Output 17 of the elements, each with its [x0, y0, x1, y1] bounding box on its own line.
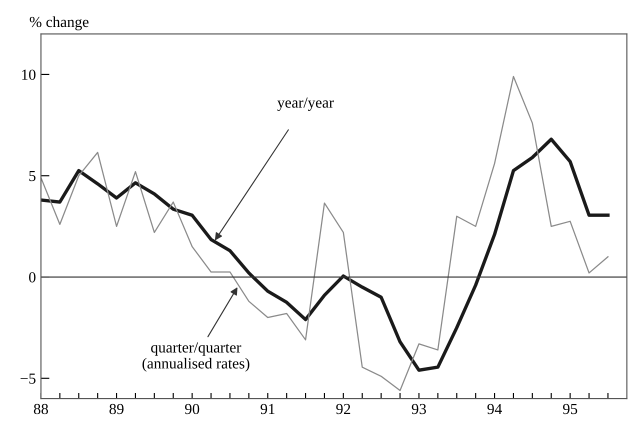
x-tick-label: 91 — [260, 404, 274, 414]
y-tick-label: −5 — [20, 374, 36, 384]
x-tick-label: 88 — [34, 404, 48, 414]
y-tick-label: 5 — [29, 171, 36, 182]
y-axis-title: % change — [30, 16, 89, 30]
annotation: quarter/quarter (annualised rates) — [142, 342, 250, 372]
x-tick-label: 90 — [185, 404, 200, 414]
x-tick-label: 95 — [563, 404, 578, 414]
x-tick-label: 89 — [109, 404, 124, 414]
annotation: year/year — [277, 98, 334, 111]
x-tick-label: 93 — [412, 404, 426, 414]
line-series — [40, 138, 610, 372]
x-tick-label: 92 — [336, 404, 350, 414]
y-tick-label: 10 — [22, 70, 36, 80]
line-series — [40, 76, 609, 392]
x-tick-label: 94 — [487, 404, 502, 414]
y-tick-label: 0 — [29, 272, 36, 282]
